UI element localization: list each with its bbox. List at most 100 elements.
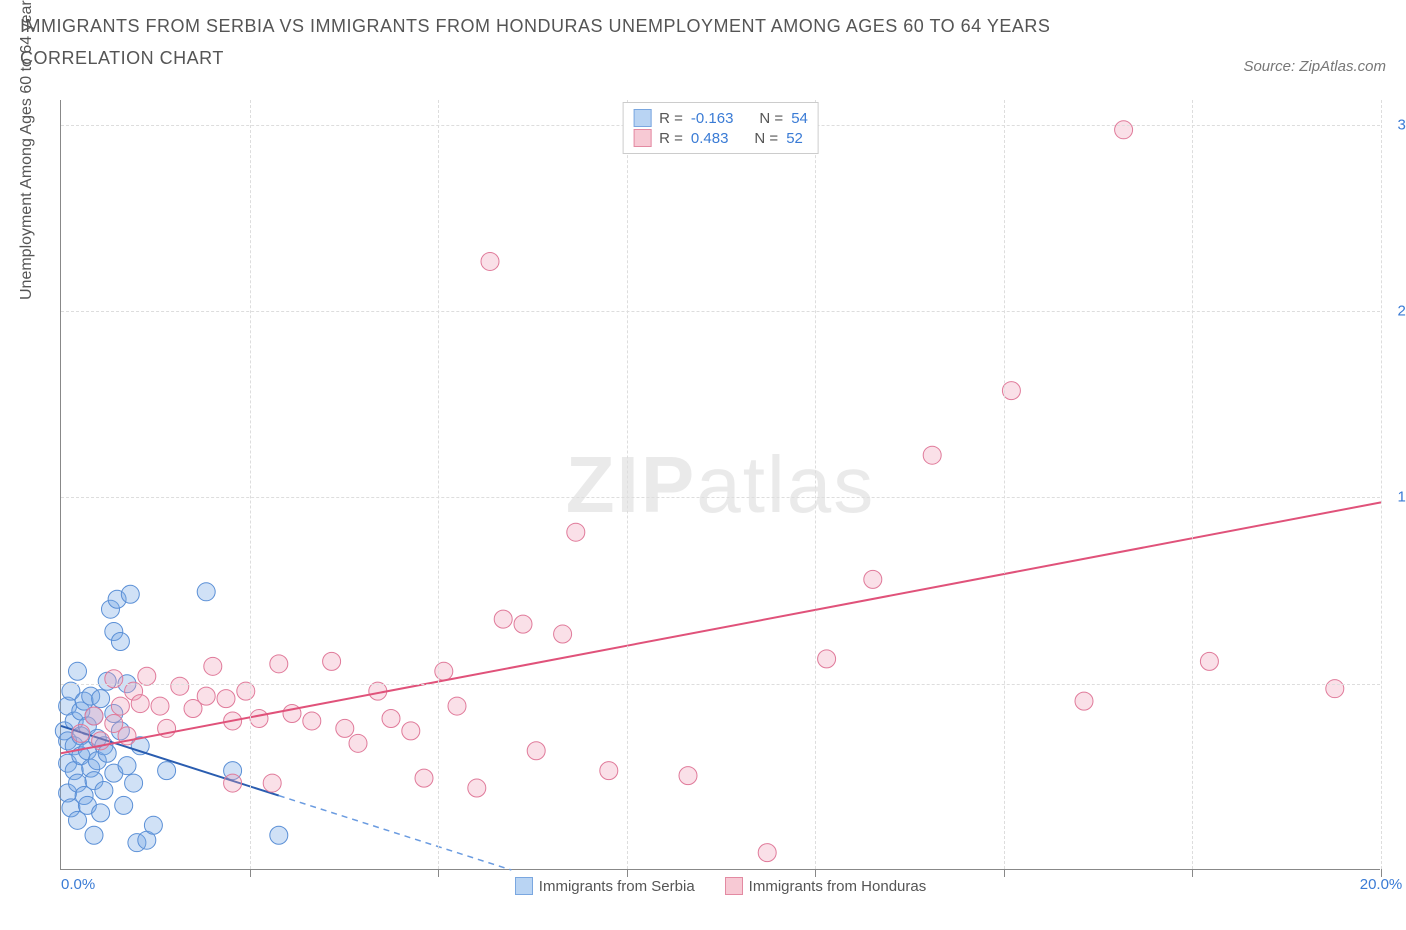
gridline-h — [61, 497, 1380, 498]
gridline-v — [250, 100, 251, 869]
legend-stats-row: R = 0.483 N = 52 — [633, 129, 808, 147]
data-point-honduras — [818, 650, 836, 668]
data-point-honduras — [131, 695, 149, 713]
data-point-honduras — [111, 697, 129, 715]
data-point-honduras — [197, 687, 215, 705]
data-point-honduras — [554, 625, 572, 643]
data-point-honduras — [402, 722, 420, 740]
data-point-honduras — [382, 709, 400, 727]
gridline-v — [815, 100, 816, 869]
legend-n-value: 52 — [786, 130, 803, 147]
legend-series-label: Immigrants from Serbia — [539, 878, 695, 895]
legend-n-label: N = — [759, 110, 783, 127]
data-point-serbia — [118, 757, 136, 775]
data-point-serbia — [197, 583, 215, 601]
data-point-honduras — [171, 677, 189, 695]
data-point-honduras — [1002, 382, 1020, 400]
data-point-honduras — [151, 697, 169, 715]
data-point-honduras — [1200, 652, 1218, 670]
gridline-v — [1381, 100, 1382, 869]
data-point-honduras — [448, 697, 466, 715]
chart-svg — [61, 100, 1380, 869]
legend-series-label: Immigrants from Honduras — [749, 878, 927, 895]
data-point-honduras — [224, 774, 242, 792]
gridline-v — [627, 100, 628, 869]
data-point-honduras — [679, 767, 697, 785]
data-point-honduras — [864, 570, 882, 588]
data-point-honduras — [494, 610, 512, 628]
data-point-honduras — [204, 657, 222, 675]
legend-r-label: R = — [659, 110, 683, 127]
x-tick — [438, 869, 439, 877]
y-tick-label: 15.0% — [1385, 489, 1406, 506]
data-point-honduras — [567, 523, 585, 541]
legend-swatch — [725, 877, 743, 895]
data-point-honduras — [514, 615, 532, 633]
y-tick-label: 30.0% — [1385, 116, 1406, 133]
data-point-honduras — [1326, 680, 1344, 698]
data-point-honduras — [758, 844, 776, 862]
data-point-serbia — [125, 774, 143, 792]
gridline-h — [61, 684, 1380, 685]
legend-swatch — [515, 877, 533, 895]
data-point-honduras — [349, 734, 367, 752]
gridline-v — [1192, 100, 1193, 869]
trendline-honduras — [61, 502, 1381, 753]
x-tick — [627, 869, 628, 877]
x-tick — [250, 869, 251, 877]
data-point-serbia — [121, 585, 139, 603]
data-point-serbia — [92, 690, 110, 708]
source-attribution: Source: ZipAtlas.com — [1243, 58, 1386, 75]
data-point-serbia — [270, 826, 288, 844]
data-point-honduras — [527, 742, 545, 760]
legend-stats-row: R = -0.163 N = 54 — [633, 109, 808, 127]
gridline-h — [61, 311, 1380, 312]
legend-series-item: Immigrants from Honduras — [725, 877, 927, 895]
gridline-v — [438, 100, 439, 869]
legend-n-label: N = — [754, 130, 778, 147]
data-point-honduras — [138, 667, 156, 685]
data-point-honduras — [1075, 692, 1093, 710]
data-point-honduras — [303, 712, 321, 730]
y-axis-label: Unemployment Among Ages 60 to 64 years — [18, 0, 36, 300]
legend-stats: R =-0.163N =54R =0.483N =52 — [622, 102, 819, 154]
chart-title: IMMIGRANTS FROM SERBIA VS IMMIGRANTS FRO… — [20, 10, 1120, 75]
x-tick-label: 20.0% — [1360, 876, 1403, 893]
data-point-serbia — [95, 782, 113, 800]
legend-r-value: 0.483 — [691, 130, 729, 147]
legend-r-value: -0.163 — [691, 110, 734, 127]
legend-swatch — [633, 129, 651, 147]
x-tick — [815, 869, 816, 877]
data-point-serbia — [85, 826, 103, 844]
data-point-serbia — [92, 804, 110, 822]
data-point-honduras — [237, 682, 255, 700]
data-point-honduras — [85, 707, 103, 725]
x-tick-label: 0.0% — [61, 876, 95, 893]
data-point-honduras — [72, 724, 90, 742]
data-point-honduras — [105, 670, 123, 688]
trendline-serbia-extrapolated — [279, 796, 512, 870]
data-point-honduras — [217, 690, 235, 708]
legend-n-value: 54 — [791, 110, 808, 127]
data-point-honduras — [270, 655, 288, 673]
x-tick — [1192, 869, 1193, 877]
data-point-honduras — [481, 252, 499, 270]
data-point-honduras — [415, 769, 433, 787]
data-point-serbia — [144, 816, 162, 834]
data-point-serbia — [111, 632, 129, 650]
data-point-honduras — [1115, 121, 1133, 139]
data-point-honduras — [336, 719, 354, 737]
data-point-honduras — [600, 762, 618, 780]
legend-swatch — [633, 109, 651, 127]
gridline-v — [1004, 100, 1005, 869]
data-point-serbia — [69, 662, 87, 680]
y-tick-label: 7.5% — [1385, 675, 1406, 692]
data-point-honduras — [250, 709, 268, 727]
data-point-honduras — [468, 779, 486, 797]
data-point-honduras — [263, 774, 281, 792]
plot-area: ZIPatlas R =-0.163N =54R =0.483N =52 Imm… — [60, 100, 1380, 870]
legend-r-label: R = — [659, 130, 683, 147]
legend-series: Immigrants from Serbia Immigrants from Ho… — [61, 877, 1380, 895]
data-point-honduras — [323, 652, 341, 670]
y-tick-label: 22.5% — [1385, 303, 1406, 320]
